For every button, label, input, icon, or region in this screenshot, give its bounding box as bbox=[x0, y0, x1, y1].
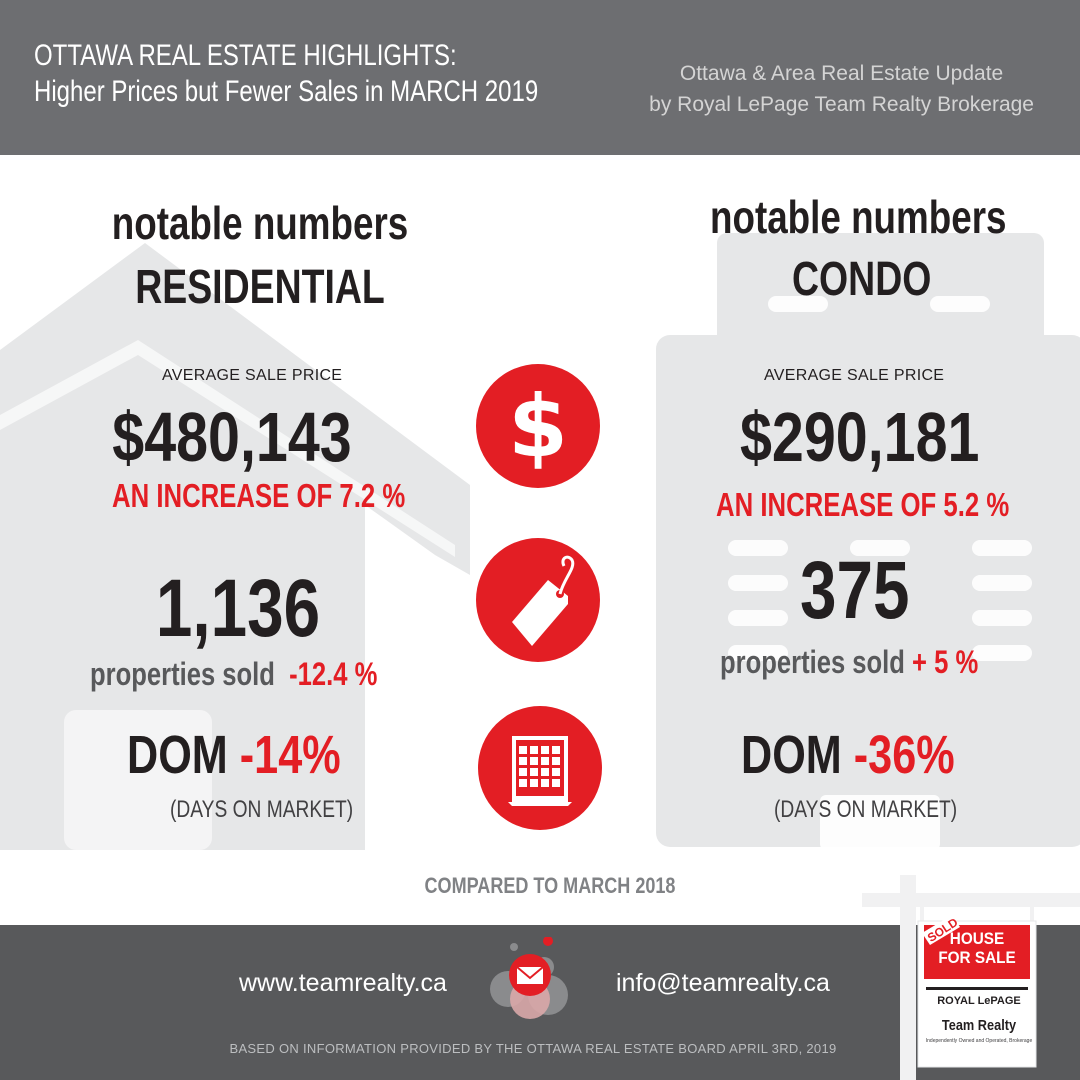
house-illustration bbox=[0, 243, 470, 850]
condo-heading: notable numbers bbox=[710, 191, 1007, 243]
sign-tagline: Independently Owned and Operated, Broker… bbox=[925, 1038, 1033, 1044]
header-banner: OTTAWA REAL ESTATE HIGHLIGHTS: Higher Pr… bbox=[0, 0, 1080, 155]
residential-sold-change: -12.4 % bbox=[289, 656, 378, 692]
residential-category: RESIDENTIAL bbox=[135, 261, 385, 314]
house-door bbox=[64, 710, 212, 850]
residential-price-label: AVERAGE SALE PRICE bbox=[162, 367, 343, 384]
residential-average-price: $480,143 bbox=[112, 398, 352, 476]
subtitle-line-1: Ottawa & Area Real Estate Update bbox=[679, 62, 1004, 85]
sign-line-2: FOR SALE bbox=[938, 948, 1016, 967]
calendar-icon bbox=[478, 706, 602, 830]
comparison-note: COMPARED TO MARCH 2018 bbox=[424, 873, 676, 898]
condo-dom-change: -36% bbox=[853, 725, 955, 785]
title-line-1: OTTAWA REAL ESTATE HIGHLIGHTS: bbox=[34, 39, 457, 72]
residential-dom-label: DOM bbox=[127, 725, 228, 785]
condo-category: CONDO bbox=[792, 253, 932, 306]
residential-heading: notable numbers bbox=[111, 197, 409, 249]
condo-dom-caption: (DAYS ON MARKET) bbox=[774, 796, 958, 823]
condo-sold-label: properties sold bbox=[720, 644, 905, 680]
source-note: BASED ON INFORMATION PROVIDED BY THE OTT… bbox=[229, 1041, 837, 1056]
condo-price-label: AVERAGE SALE PRICE bbox=[764, 367, 945, 384]
condo-average-price: $290,181 bbox=[740, 398, 980, 476]
residential-dom-caption: (DAYS ON MARKET) bbox=[170, 796, 354, 823]
page-title: OTTAWA REAL ESTATE HIGHLIGHTS: Higher Pr… bbox=[34, 38, 538, 110]
sign-line-1: HOUSE bbox=[949, 929, 1005, 948]
condo-building-illustration bbox=[656, 233, 1080, 850]
condo-sold-count: 375 bbox=[800, 545, 910, 636]
residential-sold-label: properties sold bbox=[90, 656, 275, 692]
condo-sold-change: + 5 % bbox=[912, 644, 979, 680]
residential-dom-change: -14% bbox=[239, 725, 341, 785]
title-line-2: Higher Prices but Fewer Sales in MARCH 2… bbox=[34, 75, 539, 108]
price-tag-icon bbox=[476, 538, 600, 662]
header-subtitle: Ottawa & Area Real Estate Update by Roya… bbox=[649, 58, 1034, 120]
condo-dom-label: DOM bbox=[741, 725, 842, 785]
sign-brand-1: ROYAL LePAGE bbox=[937, 995, 1021, 1007]
condo-sold-line: properties sold + 5 % bbox=[720, 644, 978, 681]
svg-text:$: $ bbox=[508, 377, 568, 477]
background-illustration bbox=[0, 233, 1080, 850]
residential-sold-line: properties sold -12.4 % bbox=[90, 656, 377, 693]
email-link[interactable]: info@teamrealty.ca bbox=[616, 969, 830, 997]
website-link[interactable]: www.teamrealty.ca bbox=[239, 969, 447, 997]
condo-dom-line: DOM -36% bbox=[741, 724, 955, 786]
sign-post-icon bbox=[862, 875, 1080, 1080]
residential-dom-line: DOM -14% bbox=[127, 724, 341, 786]
condo-price-change: AN INCREASE OF 5.2 % bbox=[716, 486, 1010, 523]
subtitle-line-2: by Royal LePage Team Realty Brokerage bbox=[649, 93, 1034, 116]
for-sale-sign: SOLD HOUSE FOR SALE ROYAL LePAGE Team Re… bbox=[862, 865, 1080, 1080]
residential-sold-count: 1,136 bbox=[155, 563, 321, 654]
dollar-icon: $ bbox=[476, 364, 600, 488]
envelope-icon bbox=[490, 937, 568, 1019]
sign-brand-2: Team Realty bbox=[941, 1017, 1017, 1034]
sign-for-sale-text: HOUSE FOR SALE bbox=[929, 929, 1024, 967]
residential-price-change: AN INCREASE OF 7.2 % bbox=[112, 477, 406, 514]
